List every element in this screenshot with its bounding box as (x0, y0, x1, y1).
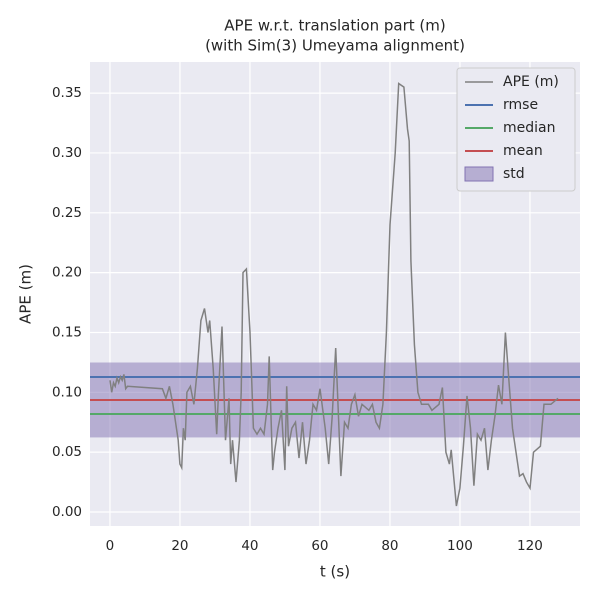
x-tick-label: 40 (241, 538, 258, 554)
x-tick-label: 60 (311, 538, 328, 554)
legend-label: median (503, 120, 555, 136)
legend-label: APE (m) (503, 74, 559, 90)
chart-subtitle: (with Sim(3) Umeyama alignment) (205, 37, 465, 55)
x-tick-label: 120 (517, 538, 543, 554)
legend-label: rmse (503, 97, 538, 113)
y-tick-label: 0.30 (52, 145, 82, 161)
x-tick-label: 20 (171, 538, 188, 554)
y-tick-label: 0.00 (52, 504, 82, 520)
y-tick-label: 0.35 (52, 85, 82, 101)
legend-swatch (464, 166, 494, 182)
legend-label: std (503, 166, 525, 182)
y-tick-label: 0.05 (52, 444, 82, 460)
chart-title: APE w.r.t. translation part (m) (224, 17, 445, 35)
x-axis-label: t (s) (320, 563, 350, 581)
x-tick-label: 100 (447, 538, 473, 554)
y-axis-label: APE (m) (17, 264, 35, 324)
ape-line (109, 82, 559, 507)
x-tick-label: 0 (106, 538, 115, 554)
legend-box (456, 67, 576, 192)
y-tick-label: 0.15 (52, 324, 82, 340)
y-tick-label: 0.25 (52, 205, 82, 221)
x-tick-label: 80 (381, 538, 398, 554)
legend-label: mean (503, 143, 543, 159)
y-tick-label: 0.20 (52, 265, 82, 281)
y-tick-label: 0.10 (52, 384, 82, 400)
